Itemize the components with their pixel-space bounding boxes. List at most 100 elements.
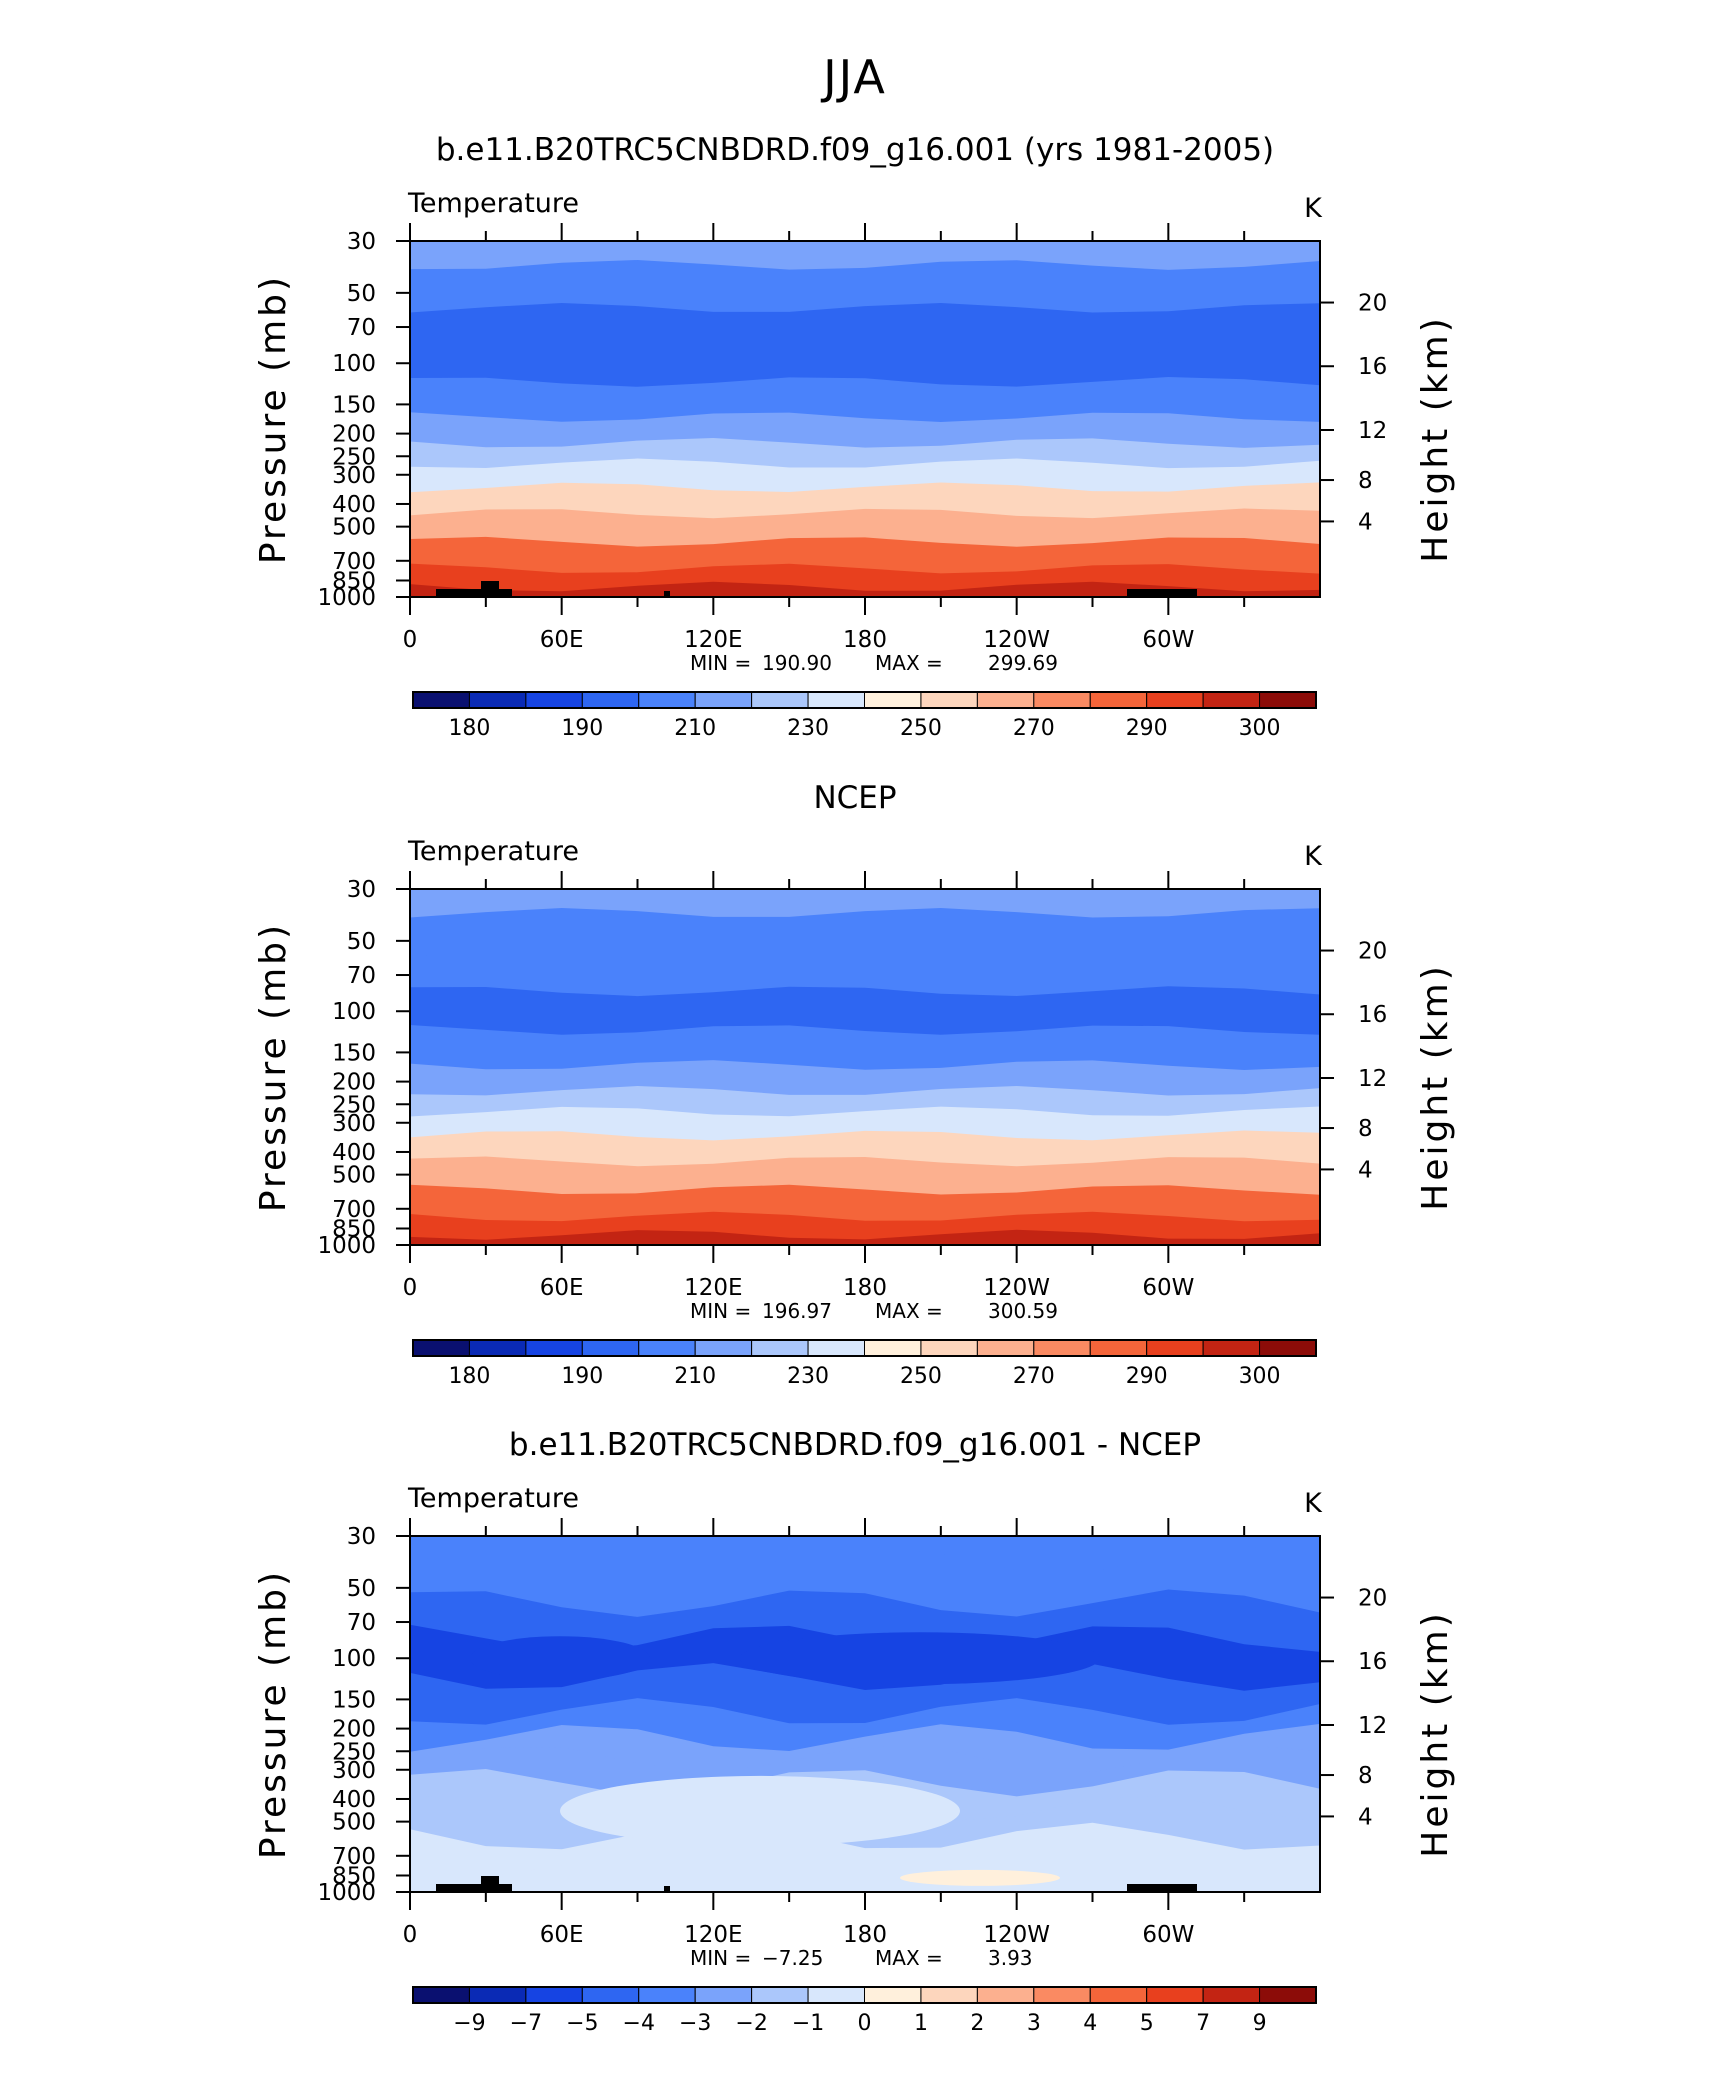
p-tick-label: 1000: [317, 1880, 376, 1906]
main-title: JJA: [823, 50, 887, 104]
colorbar-box: [864, 1986, 922, 2004]
min-value: −7.25: [762, 1946, 823, 1970]
x-tick-label: 0: [403, 1275, 418, 1301]
colorbar-box: [694, 691, 753, 709]
colorbar-box: [1202, 1986, 1261, 2004]
x-tick-label: 180: [843, 627, 887, 653]
panel-2: NCEP Temperature K 0 60E 120E 180 120W 60W 30 50 70…: [253, 780, 1456, 1389]
h-tick-label: 16: [1358, 354, 1387, 380]
right-axis-label: Height (km): [1415, 315, 1456, 562]
colorbar-label: −2: [735, 2011, 767, 2036]
contour-blob-neutral: [560, 1775, 960, 1846]
colorbar-frame: [412, 1986, 1317, 2004]
p-tick-label: 500: [332, 515, 376, 541]
terrain-block: [436, 589, 512, 597]
colorbar-box: [1089, 691, 1148, 709]
h-tick-label: 4: [1358, 1804, 1373, 1830]
p-tick-label: 700: [332, 1844, 376, 1870]
p-tick-label: 850: [332, 1864, 376, 1890]
colorbar-box: [1033, 691, 1091, 709]
variable-label: Temperature: [407, 836, 579, 867]
colorbar-label: 270: [1013, 1364, 1055, 1389]
p-tick-label: 500: [332, 1163, 376, 1189]
colorbar-box: [976, 1339, 1035, 1357]
p-tick-label: 300: [332, 1758, 376, 1784]
contour-band-1000: [410, 581, 1320, 597]
right-axis-label: Height (km): [1415, 1610, 1456, 1857]
h-tick-label: 20: [1358, 1586, 1387, 1612]
contour-field: [410, 889, 1320, 1245]
colorbar-box: [525, 1986, 583, 2004]
p-tick-label: 100: [332, 999, 376, 1025]
terrain-block: [664, 1886, 670, 1892]
colorbar-box: [1202, 691, 1261, 709]
panel-title: b.e11.B20TRC5CNBDRD.f09_g16.001 - NCEP: [509, 1427, 1201, 1463]
colorbar-box: [412, 691, 470, 709]
colorbar-box: [581, 1986, 640, 2004]
colorbar-box: [751, 691, 809, 709]
colorbar-label: 2: [970, 2011, 984, 2036]
left-axis-label: Pressure (mb): [253, 1569, 294, 1859]
colorbar-box: [920, 691, 978, 709]
colorbar-box: [581, 1339, 640, 1357]
left-axis-label: Pressure (mb): [253, 922, 294, 1212]
max-label: MAX =: [875, 1946, 943, 1970]
colorbar-box: [1146, 691, 1204, 709]
terrain-block: [481, 581, 499, 597]
h-tick-label: 4: [1358, 509, 1373, 535]
p-tick-label: 700: [332, 549, 376, 575]
min-value: 196.97: [762, 1299, 832, 1323]
colorbar-label: 210: [674, 1364, 716, 1389]
variable-label: Temperature: [407, 188, 579, 219]
p-tick-label: 50: [347, 281, 376, 307]
x-tick-label: 120E: [684, 627, 742, 653]
colorbar-label: 0: [858, 2011, 872, 2036]
panel-1: b.e11.B20TRC5CNBDRD.f09_g16.001 (yrs 198…: [253, 132, 1456, 741]
colorbar-label: −5: [566, 2011, 598, 2036]
colorbar-label: 290: [1126, 1364, 1168, 1389]
colorbar-label: 5: [1140, 2011, 1154, 2036]
colorbar-label: 230: [787, 1364, 829, 1389]
p-tick-label: 100: [332, 351, 376, 377]
colorbar-box: [1146, 1339, 1204, 1357]
max-label: MAX =: [875, 1299, 943, 1323]
terrain-block: [436, 1884, 512, 1892]
left-axis-label: Pressure (mb): [253, 274, 294, 564]
panel-title: b.e11.B20TRC5CNBDRD.f09_g16.001 (yrs 198…: [436, 132, 1274, 168]
x-tick-label: 60E: [540, 627, 584, 653]
p-tick-label: 400: [332, 1140, 376, 1166]
colorbar-label: 290: [1126, 716, 1168, 741]
colorbar-box: [807, 1986, 865, 2004]
units-label: K: [1304, 841, 1323, 872]
h-tick-label: 16: [1358, 1649, 1387, 1675]
contour-field: [410, 1536, 1320, 1892]
x-tick-label: 0: [403, 1922, 418, 1948]
h-tick-label: 12: [1358, 1066, 1387, 1092]
terrain-block: [481, 1876, 499, 1892]
x-tick-label: 0: [403, 627, 418, 653]
terrain-block: [1127, 589, 1197, 597]
x-tick-label: 180: [843, 1275, 887, 1301]
p-tick-label: 30: [347, 229, 376, 255]
p-tick-label: 150: [332, 1040, 376, 1066]
p-tick-label: 250: [332, 444, 376, 470]
colorbar-box: [920, 1339, 978, 1357]
colorbar-label: 300: [1239, 716, 1281, 741]
colorbar-box: [468, 1986, 527, 2004]
contour-field: [410, 241, 1320, 597]
p-tick-label: 500: [332, 1810, 376, 1836]
colorbar-box: [412, 1986, 470, 2004]
units-label: K: [1304, 193, 1323, 224]
colorbar-box: [638, 1986, 696, 2004]
max-value: 3.93: [988, 1946, 1033, 1970]
colorbar-label: 190: [561, 716, 603, 741]
h-tick-label: 16: [1358, 1002, 1387, 1028]
colorbar-box: [1259, 1986, 1317, 2004]
colorbar-label: 230: [787, 716, 829, 741]
p-tick-label: 70: [347, 963, 376, 989]
p-tick-label: 850: [332, 569, 376, 595]
p-tick-label: 70: [347, 1610, 376, 1636]
colorbar-label: 1: [914, 2011, 928, 2036]
h-tick-label: 20: [1358, 939, 1387, 965]
